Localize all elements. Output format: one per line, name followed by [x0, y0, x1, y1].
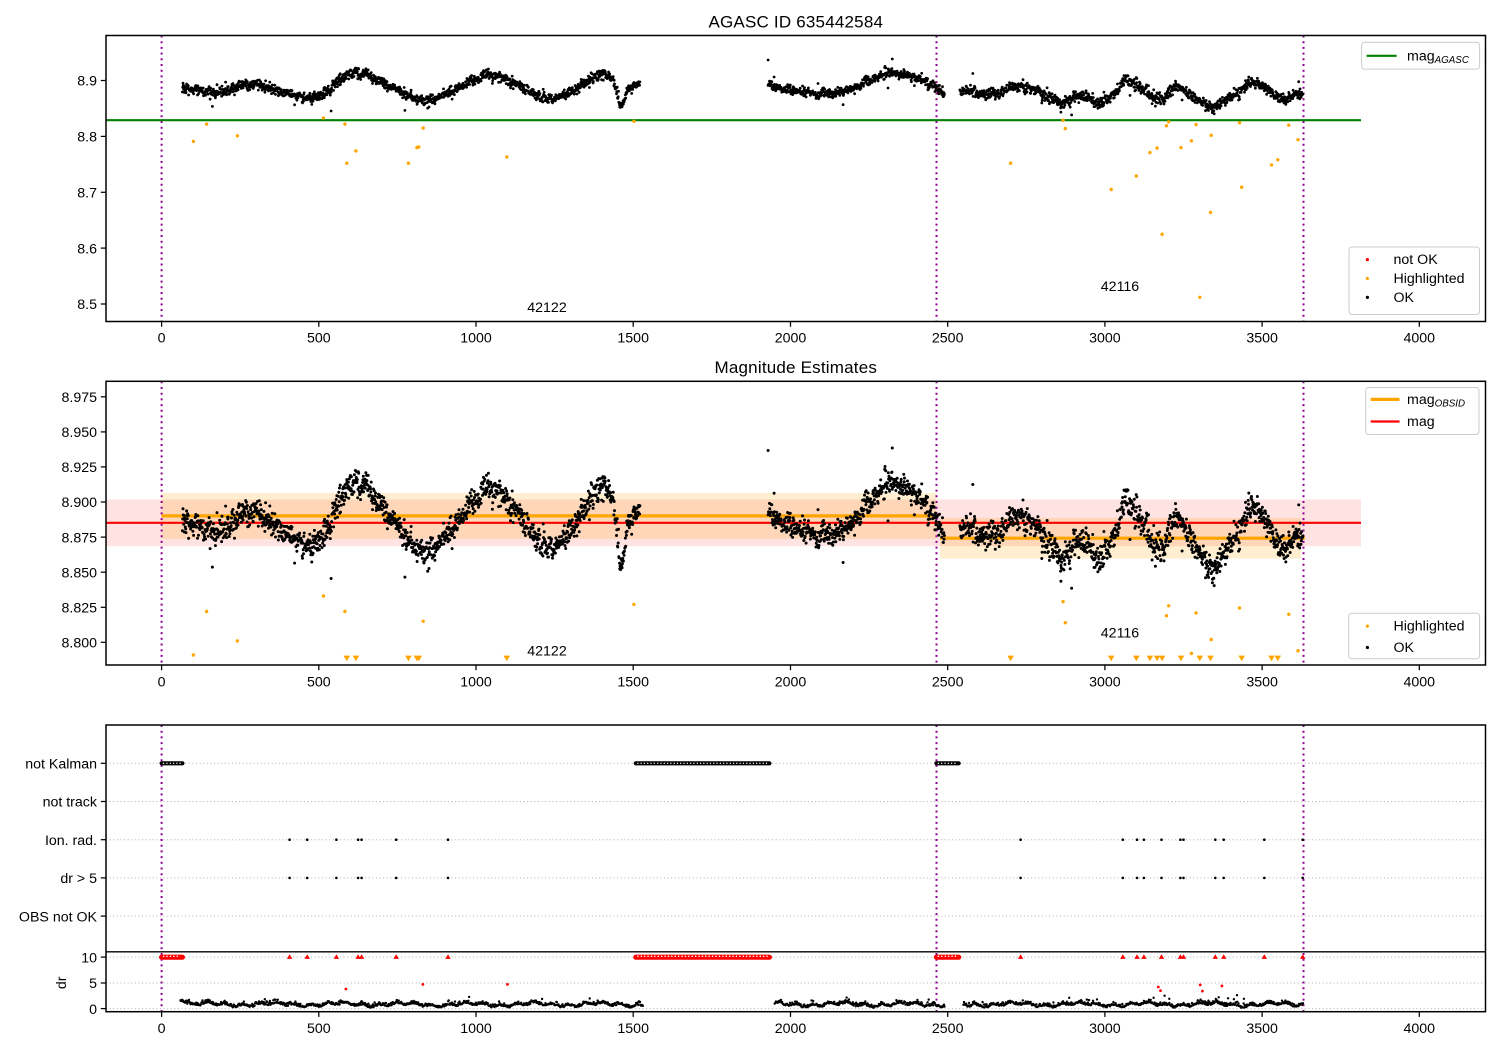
svg-text:OK: OK — [1394, 290, 1415, 306]
svg-text:1500: 1500 — [617, 675, 649, 691]
svg-text:0: 0 — [158, 1021, 166, 1037]
svg-text:Ion. rad.: Ion. rad. — [45, 833, 97, 849]
svg-text:2000: 2000 — [775, 1021, 807, 1037]
svg-text:Highlighted: Highlighted — [1394, 619, 1465, 635]
svg-text:3000: 3000 — [1089, 1021, 1121, 1037]
svg-text:500: 500 — [307, 331, 331, 347]
svg-text:2500: 2500 — [932, 1021, 964, 1037]
svg-text:OBS not OK: OBS not OK — [19, 909, 98, 925]
svg-text:0: 0 — [158, 331, 166, 347]
svg-text:2500: 2500 — [932, 331, 964, 347]
svg-text:8.975: 8.975 — [61, 390, 97, 406]
svg-text:42116: 42116 — [1101, 279, 1140, 295]
svg-text:8.800: 8.800 — [61, 636, 97, 652]
svg-text:OK: OK — [1394, 640, 1415, 656]
svg-text:8.825: 8.825 — [61, 601, 97, 617]
svg-text:2500: 2500 — [932, 675, 964, 691]
svg-text:8.850: 8.850 — [61, 565, 97, 581]
svg-text:8.950: 8.950 — [61, 425, 97, 441]
svg-text:8.9: 8.9 — [77, 74, 97, 90]
svg-text:500: 500 — [307, 1021, 331, 1037]
svg-text:Magnitude Estimates: Magnitude Estimates — [715, 358, 878, 377]
svg-text:42116: 42116 — [1101, 626, 1140, 642]
svg-text:3500: 3500 — [1246, 331, 1278, 347]
svg-text:dr: dr — [54, 976, 70, 989]
svg-text:8.925: 8.925 — [61, 460, 97, 476]
svg-text:3000: 3000 — [1089, 331, 1121, 347]
svg-text:2000: 2000 — [775, 675, 807, 691]
svg-text:3500: 3500 — [1246, 675, 1278, 691]
svg-text:3000: 3000 — [1089, 675, 1121, 691]
svg-text:dr > 5: dr > 5 — [60, 871, 97, 887]
svg-text:42122: 42122 — [527, 300, 567, 316]
svg-text:4000: 4000 — [1404, 331, 1436, 347]
svg-text:Highlighted: Highlighted — [1394, 271, 1465, 287]
svg-text:2000: 2000 — [775, 331, 807, 347]
svg-text:8.6: 8.6 — [77, 241, 97, 257]
svg-text:8.875: 8.875 — [61, 530, 97, 546]
svg-text:42122: 42122 — [527, 644, 567, 660]
svg-text:8.7: 8.7 — [77, 186, 97, 202]
svg-text:not OK: not OK — [1394, 252, 1439, 268]
svg-text:0: 0 — [89, 1002, 97, 1018]
svg-text:5: 5 — [89, 976, 97, 992]
svg-text:8.5: 8.5 — [77, 297, 97, 313]
svg-text:4000: 4000 — [1404, 1021, 1436, 1037]
svg-text:AGASC ID 635442584: AGASC ID 635442584 — [708, 12, 883, 31]
svg-text:1500: 1500 — [617, 1021, 649, 1037]
svg-text:8.8: 8.8 — [77, 130, 97, 146]
svg-text:500: 500 — [307, 675, 331, 691]
svg-text:8.900: 8.900 — [61, 495, 97, 511]
svg-text:1000: 1000 — [460, 1021, 492, 1037]
svg-text:1500: 1500 — [617, 331, 649, 347]
svg-text:mag: mag — [1407, 414, 1435, 430]
svg-text:not Kalman: not Kalman — [25, 757, 97, 773]
svg-text:1000: 1000 — [460, 331, 492, 347]
svg-text:not track: not track — [43, 795, 98, 811]
svg-text:10: 10 — [81, 950, 97, 966]
svg-text:4000: 4000 — [1404, 675, 1436, 691]
svg-text:3500: 3500 — [1246, 1021, 1278, 1037]
svg-text:1000: 1000 — [460, 675, 492, 691]
svg-text:0: 0 — [158, 675, 166, 691]
